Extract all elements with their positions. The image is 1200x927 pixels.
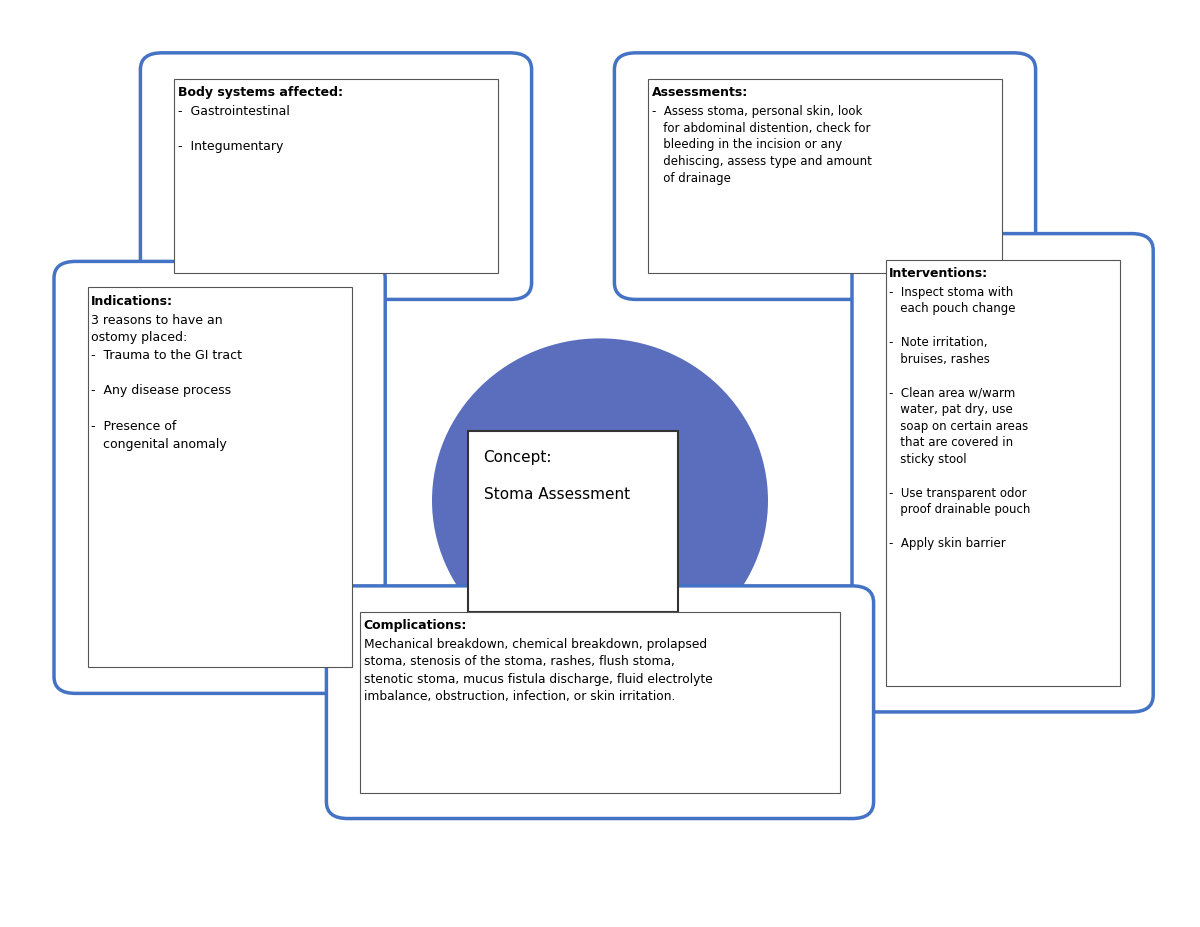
Text: for abdominal distention, check for: for abdominal distention, check for: [652, 121, 870, 134]
FancyBboxPatch shape: [886, 260, 1120, 686]
Text: bruises, rashes: bruises, rashes: [889, 352, 990, 365]
FancyBboxPatch shape: [648, 79, 1002, 273]
Text: -  Gastrointestinal: - Gastrointestinal: [178, 105, 289, 118]
FancyBboxPatch shape: [614, 53, 1036, 299]
Text: -  Use transparent odor: - Use transparent odor: [889, 487, 1027, 500]
FancyBboxPatch shape: [140, 53, 532, 299]
Text: -  Assess stoma, personal skin, look: - Assess stoma, personal skin, look: [652, 105, 862, 118]
Text: ostomy placed:: ostomy placed:: [91, 331, 187, 344]
Text: 3 reasons to have an: 3 reasons to have an: [91, 313, 223, 326]
Text: of drainage: of drainage: [652, 171, 731, 184]
Text: -  Trauma to the GI tract: - Trauma to the GI tract: [91, 349, 242, 362]
Text: -  Clean area w/warm: - Clean area w/warm: [889, 387, 1015, 400]
Text: proof drainable pouch: proof drainable pouch: [889, 503, 1031, 516]
Text: stoma, stenosis of the stoma, rashes, flush stoma,: stoma, stenosis of the stoma, rashes, fl…: [364, 655, 674, 668]
FancyBboxPatch shape: [468, 431, 678, 612]
Text: -  Presence of: - Presence of: [91, 420, 176, 433]
Text: -  Any disease process: - Any disease process: [91, 385, 232, 398]
Text: soap on certain areas: soap on certain areas: [889, 420, 1028, 433]
FancyBboxPatch shape: [360, 612, 840, 793]
Text: Concept:: Concept:: [484, 450, 552, 464]
FancyBboxPatch shape: [174, 79, 498, 273]
FancyBboxPatch shape: [54, 261, 385, 693]
Ellipse shape: [432, 338, 768, 663]
Text: that are covered in: that are covered in: [889, 437, 1013, 450]
Text: Assessments:: Assessments:: [652, 86, 748, 99]
Text: Mechanical breakdown, chemical breakdown, prolapsed: Mechanical breakdown, chemical breakdown…: [364, 638, 707, 651]
Text: -  Apply skin barrier: - Apply skin barrier: [889, 537, 1006, 550]
Text: water, pat dry, use: water, pat dry, use: [889, 403, 1013, 416]
Text: dehiscing, assess type and amount: dehiscing, assess type and amount: [652, 155, 871, 168]
Text: -  Integumentary: - Integumentary: [178, 140, 283, 153]
FancyBboxPatch shape: [88, 287, 352, 667]
Text: Interventions:: Interventions:: [889, 267, 989, 280]
Text: -  Inspect stoma with: - Inspect stoma with: [889, 286, 1014, 298]
Text: -  Note irritation,: - Note irritation,: [889, 336, 988, 349]
Text: Complications:: Complications:: [364, 619, 467, 632]
Text: each pouch change: each pouch change: [889, 302, 1015, 315]
Text: Stoma Assessment: Stoma Assessment: [484, 487, 630, 502]
Text: congenital anomaly: congenital anomaly: [91, 438, 227, 451]
Text: sticky stool: sticky stool: [889, 453, 967, 466]
Text: Body systems affected:: Body systems affected:: [178, 86, 343, 99]
Text: Indications:: Indications:: [91, 295, 173, 308]
Text: stenotic stoma, mucus fistula discharge, fluid electrolyte: stenotic stoma, mucus fistula discharge,…: [364, 673, 713, 686]
Text: bleeding in the incision or any: bleeding in the incision or any: [652, 138, 842, 151]
FancyBboxPatch shape: [326, 586, 874, 819]
FancyBboxPatch shape: [852, 234, 1153, 712]
Text: imbalance, obstruction, infection, or skin irritation.: imbalance, obstruction, infection, or sk…: [364, 690, 674, 703]
